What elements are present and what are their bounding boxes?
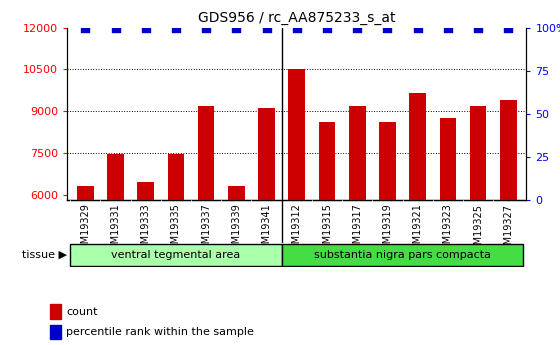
Text: GSM19325: GSM19325 [473, 204, 483, 257]
Title: GDS956 / rc_AA875233_s_at: GDS956 / rc_AA875233_s_at [198, 11, 395, 25]
Point [232, 25, 241, 30]
Point [474, 25, 483, 30]
Bar [500, 100, 516, 345]
Text: GSM19331: GSM19331 [110, 204, 120, 256]
Bar [49, 304, 62, 319]
Text: GSM19312: GSM19312 [292, 204, 302, 256]
Point [292, 25, 301, 30]
Text: GSM19339: GSM19339 [231, 204, 241, 256]
Point [413, 25, 422, 30]
Bar [49, 325, 62, 339]
Bar [258, 108, 275, 345]
Text: GSM19329: GSM19329 [80, 204, 90, 256]
Point [262, 25, 271, 30]
Bar [282, 244, 524, 266]
Bar [137, 182, 154, 345]
Text: GSM19335: GSM19335 [171, 204, 181, 256]
Text: GSM19319: GSM19319 [382, 204, 393, 256]
Text: GSM19323: GSM19323 [443, 204, 453, 256]
Text: GSM19333: GSM19333 [141, 204, 151, 256]
Text: GSM19327: GSM19327 [503, 204, 514, 257]
Point [353, 25, 362, 30]
Bar [288, 69, 305, 345]
Bar [107, 154, 124, 345]
Bar [228, 186, 245, 345]
Bar [319, 122, 335, 345]
Point [171, 25, 180, 30]
Text: GSM19337: GSM19337 [201, 204, 211, 256]
Point [202, 25, 211, 30]
Bar [470, 106, 487, 345]
Bar [70, 244, 282, 266]
Text: GSM19315: GSM19315 [322, 204, 332, 256]
Text: substantia nigra pars compacta: substantia nigra pars compacta [314, 250, 491, 260]
Text: percentile rank within the sample: percentile rank within the sample [66, 327, 254, 337]
Text: GSM19317: GSM19317 [352, 204, 362, 256]
Bar [198, 106, 214, 345]
Point [81, 25, 90, 30]
Bar [379, 122, 396, 345]
Point [141, 25, 150, 30]
Bar [440, 118, 456, 345]
Point [444, 25, 452, 30]
Text: tissue ▶: tissue ▶ [22, 250, 67, 260]
Bar [349, 106, 366, 345]
Point [111, 25, 120, 30]
Point [323, 25, 332, 30]
Bar [167, 154, 184, 345]
Bar [409, 93, 426, 345]
Text: count: count [66, 307, 97, 316]
Point [504, 25, 513, 30]
Text: GSM19321: GSM19321 [413, 204, 423, 256]
Point [383, 25, 392, 30]
Text: ventral tegmental area: ventral tegmental area [111, 250, 241, 260]
Text: GSM19341: GSM19341 [262, 204, 272, 256]
Bar [77, 186, 94, 345]
